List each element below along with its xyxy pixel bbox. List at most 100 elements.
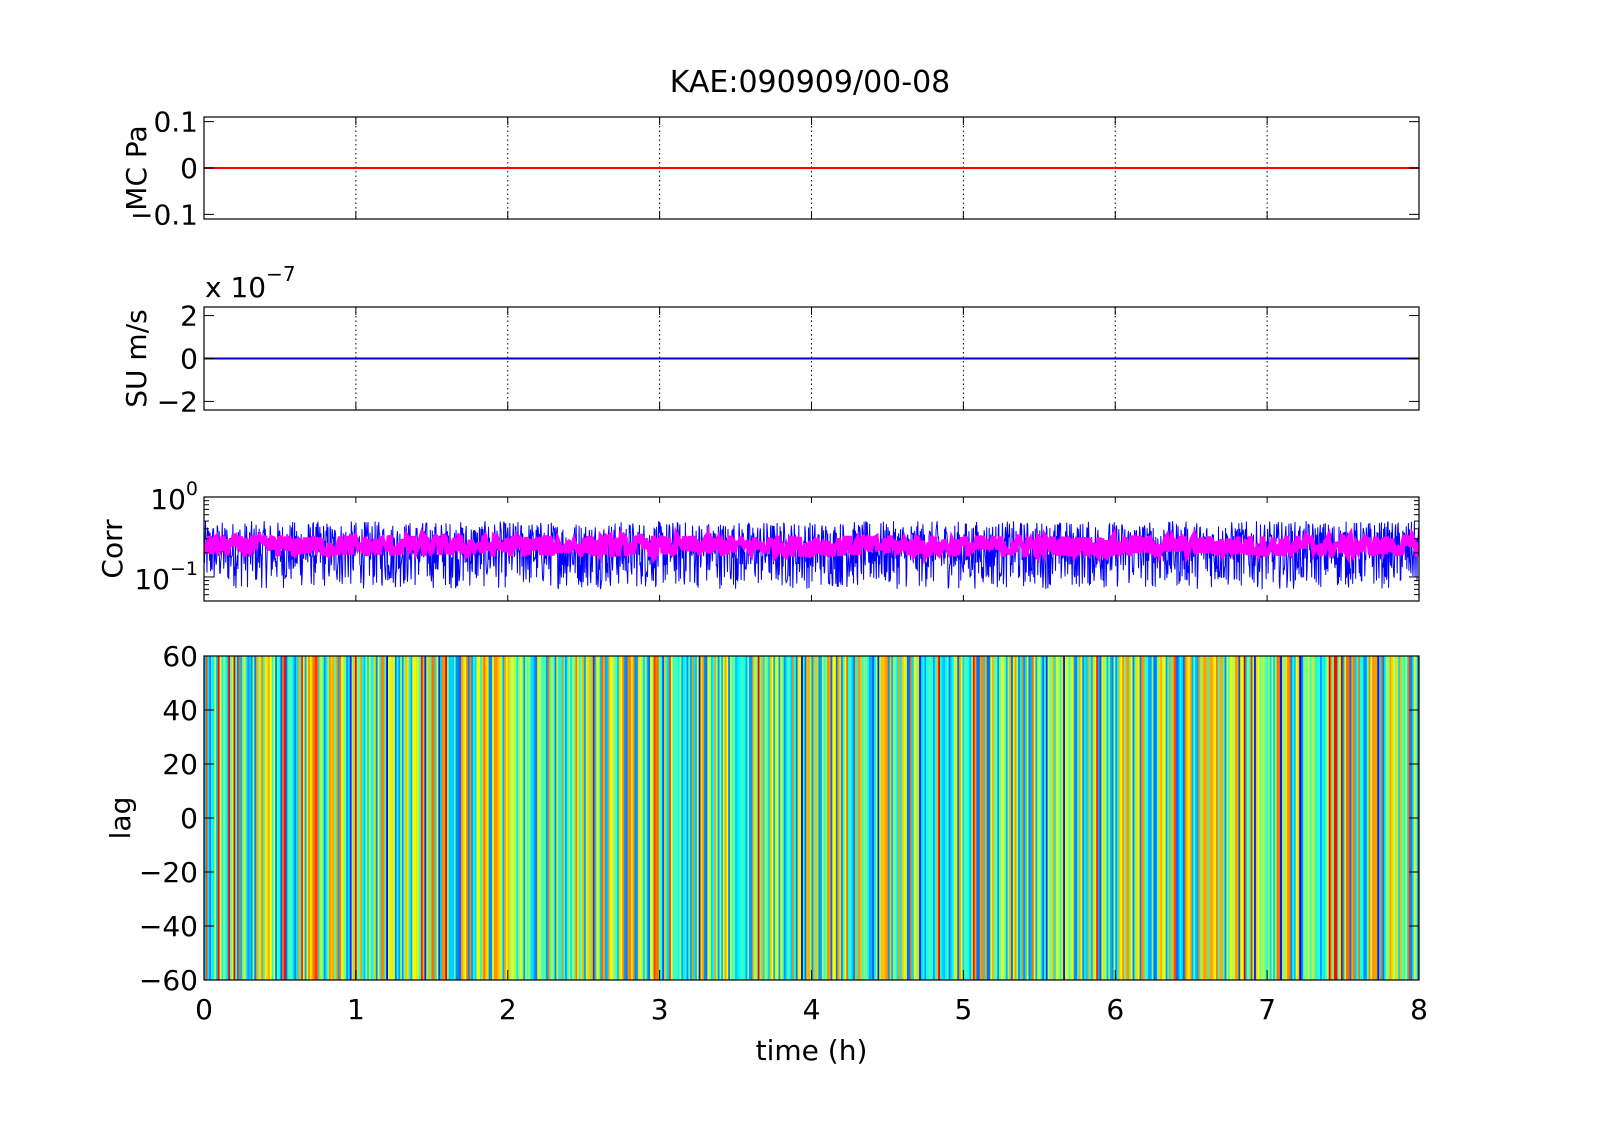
heatmap-column (216, 656, 219, 980)
heatmap-column (1354, 656, 1358, 980)
heatmap-column (1217, 656, 1220, 980)
heatmap-column (747, 656, 750, 980)
heatmap-column (384, 656, 387, 980)
heatmap-column (818, 656, 821, 980)
heatmap-column (728, 656, 731, 980)
heatmap-column (1290, 656, 1293, 980)
heatmap-column (544, 656, 547, 980)
heatmap-column (1146, 656, 1149, 980)
heatmap-column (292, 656, 295, 980)
heatmap-column (1082, 656, 1085, 980)
heatmap-column (1344, 656, 1347, 980)
heatmap-column (1115, 656, 1118, 980)
heatmap-column (315, 656, 318, 980)
heatmap-column (1024, 656, 1028, 980)
heatmap-column (1241, 656, 1245, 980)
heatmap-column (707, 656, 710, 980)
heatmap-column (906, 656, 910, 980)
heatmap-column (1080, 656, 1083, 980)
heatmap-column (802, 656, 806, 980)
heatmap-column (920, 656, 924, 980)
heatmap-column (1099, 656, 1102, 980)
heatmap-column (1066, 656, 1069, 980)
y-tick-label: 0 (180, 152, 198, 185)
heatmap-column (1247, 656, 1250, 980)
heatmap-column (382, 656, 386, 980)
heatmap-column (1392, 656, 1396, 980)
heatmap-column (1068, 656, 1071, 980)
heatmap-column (320, 656, 323, 980)
heatmap-column (356, 656, 360, 980)
heatmap-column (374, 656, 377, 980)
heatmap-column (877, 656, 880, 980)
heatmap-column (1182, 656, 1186, 980)
heatmap-column (1361, 656, 1365, 980)
heatmap-column (474, 656, 478, 980)
heatmap-column (775, 656, 778, 980)
heatmap-column (960, 656, 964, 980)
heatmap-column (950, 656, 953, 980)
heatmap-column (604, 656, 608, 980)
y-tick-label: 0.1 (153, 106, 198, 139)
heatmap-column (828, 656, 832, 980)
heatmap-column (1031, 656, 1035, 980)
heatmap-column (1276, 656, 1280, 980)
heatmap-column (995, 656, 998, 980)
heatmap-column (1169, 656, 1172, 980)
heatmap-column (768, 656, 771, 980)
heatmap-column (530, 656, 533, 980)
heatmap-column (363, 656, 367, 980)
heatmap-column (1394, 656, 1398, 980)
heatmap-column (1179, 656, 1182, 980)
heatmap-column (606, 656, 610, 980)
heatmap-column (1011, 656, 1014, 980)
heatmap-column (473, 656, 476, 980)
heatmap-column (608, 656, 611, 980)
heatmap-column (985, 656, 988, 980)
heatmap-column (1372, 656, 1375, 980)
heatmap-column (1379, 656, 1382, 980)
heatmap-column (1285, 656, 1288, 980)
heatmap-column (1165, 656, 1168, 980)
heatmap-column (1257, 656, 1260, 980)
heatmap-column (629, 656, 632, 980)
heatmap-column (1255, 656, 1259, 980)
heatmap-column (657, 656, 660, 980)
heatmap-column (731, 656, 734, 980)
heatmap-column (804, 656, 807, 980)
heatmap-column (478, 656, 481, 980)
heatmap-column (431, 656, 434, 980)
heatmap-column (269, 656, 273, 980)
heatmap-column (490, 656, 493, 980)
heatmap-column (419, 656, 422, 980)
heatmap-column (1373, 656, 1377, 980)
heatmap-column (1346, 656, 1349, 980)
heatmap-column (580, 656, 583, 980)
heatmap-column (1198, 656, 1201, 980)
heatmap-column (1044, 656, 1047, 980)
heatmap-column (755, 656, 759, 980)
heatmap-column (797, 656, 800, 980)
heatmap-column (455, 656, 459, 980)
heatmap-column (1089, 656, 1092, 980)
heatmap-column (1353, 656, 1356, 980)
heatmap-column (1136, 656, 1139, 980)
heatmap-column (412, 656, 415, 980)
heatmap-column (271, 656, 275, 980)
heatmap-column (745, 656, 748, 980)
corr-smoothed-line (204, 526, 1419, 565)
heatmap-column (997, 656, 1000, 980)
heatmap-column (217, 656, 221, 980)
heatmap-column (512, 656, 516, 980)
heatmap-column (476, 656, 479, 980)
heatmap-column (1236, 656, 1240, 980)
heatmap-column (1240, 656, 1243, 980)
panel-su-grid (355, 307, 1268, 410)
heatmap-column (1071, 656, 1075, 980)
heatmap-column (1193, 656, 1196, 980)
heatmap-column (1304, 656, 1307, 980)
heatmap-column (703, 656, 707, 980)
heatmap-column (863, 656, 866, 980)
heatmap-column (636, 656, 639, 980)
heatmap-column (318, 656, 321, 980)
